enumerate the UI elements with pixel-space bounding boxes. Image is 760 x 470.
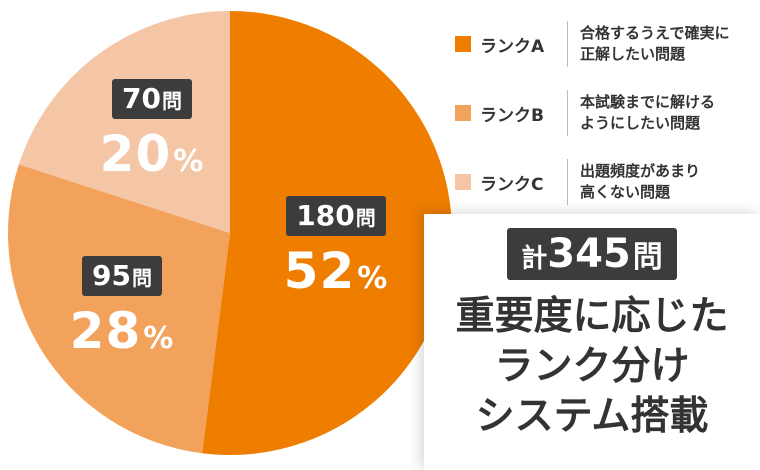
count-badge-rank-c: 70問 <box>112 79 192 119</box>
legend-item-rank-a: ランクA 合格するうえで確実に 正解したい問題 <box>455 18 755 70</box>
total-prefix: 計 <box>521 244 548 274</box>
count-badge-rank-b: 95問 <box>82 256 162 296</box>
pie-slice-rank-b <box>8 164 230 454</box>
legend-divider <box>567 21 568 67</box>
percent-rank-a: 52% <box>283 242 389 300</box>
legend-divider <box>567 90 568 136</box>
legend-desc-rank-a: 合格するうえで確実に 正解したい問題 <box>580 24 730 63</box>
feature-panel: 計345問 重要度に応じた ランク分け システム搭載 <box>424 214 760 470</box>
total-badge: 計345問 <box>507 228 677 280</box>
total-value: 345 <box>547 231 631 277</box>
legend-label-rank-c: ランクC <box>480 174 544 195</box>
count-badge-rank-a: 180問 <box>286 196 386 236</box>
percent-rank-c: 20% <box>99 125 205 183</box>
legend-item-rank-b: ランクB 本試験までに解ける ようにしたい問題 <box>455 87 755 139</box>
slice-label-rank-b: 95問 28% <box>62 256 182 356</box>
legend-label-rank-a: ランクA <box>480 36 545 57</box>
legend-swatch-rank-a <box>455 36 471 52</box>
legend-divider <box>567 159 568 205</box>
slice-label-rank-a: 180問 52% <box>266 196 406 296</box>
pie-slice-rank-c <box>18 11 231 233</box>
legend-label-rank-b: ランクB <box>480 105 544 126</box>
slice-label-rank-c: 70問 20% <box>92 79 212 179</box>
percent-rank-b: 28% <box>69 302 175 360</box>
legend-desc-rank-c: 出題頻度があまり 高くない問題 <box>580 162 701 201</box>
legend-swatch-rank-c <box>455 174 471 190</box>
headline: 重要度に応じた ランク分け システム搭載 <box>455 294 729 439</box>
legend-swatch-rank-b <box>455 105 471 121</box>
total-unit: 問 <box>632 240 663 275</box>
legend: ランクA 合格するうえで確実に 正解したい問題 ランクB 本試験までに解ける よ… <box>455 18 755 225</box>
legend-item-rank-c: ランクC 出題頻度があまり 高くない問題 <box>455 156 755 208</box>
legend-desc-rank-b: 本試験までに解ける ようにしたい問題 <box>580 93 716 132</box>
